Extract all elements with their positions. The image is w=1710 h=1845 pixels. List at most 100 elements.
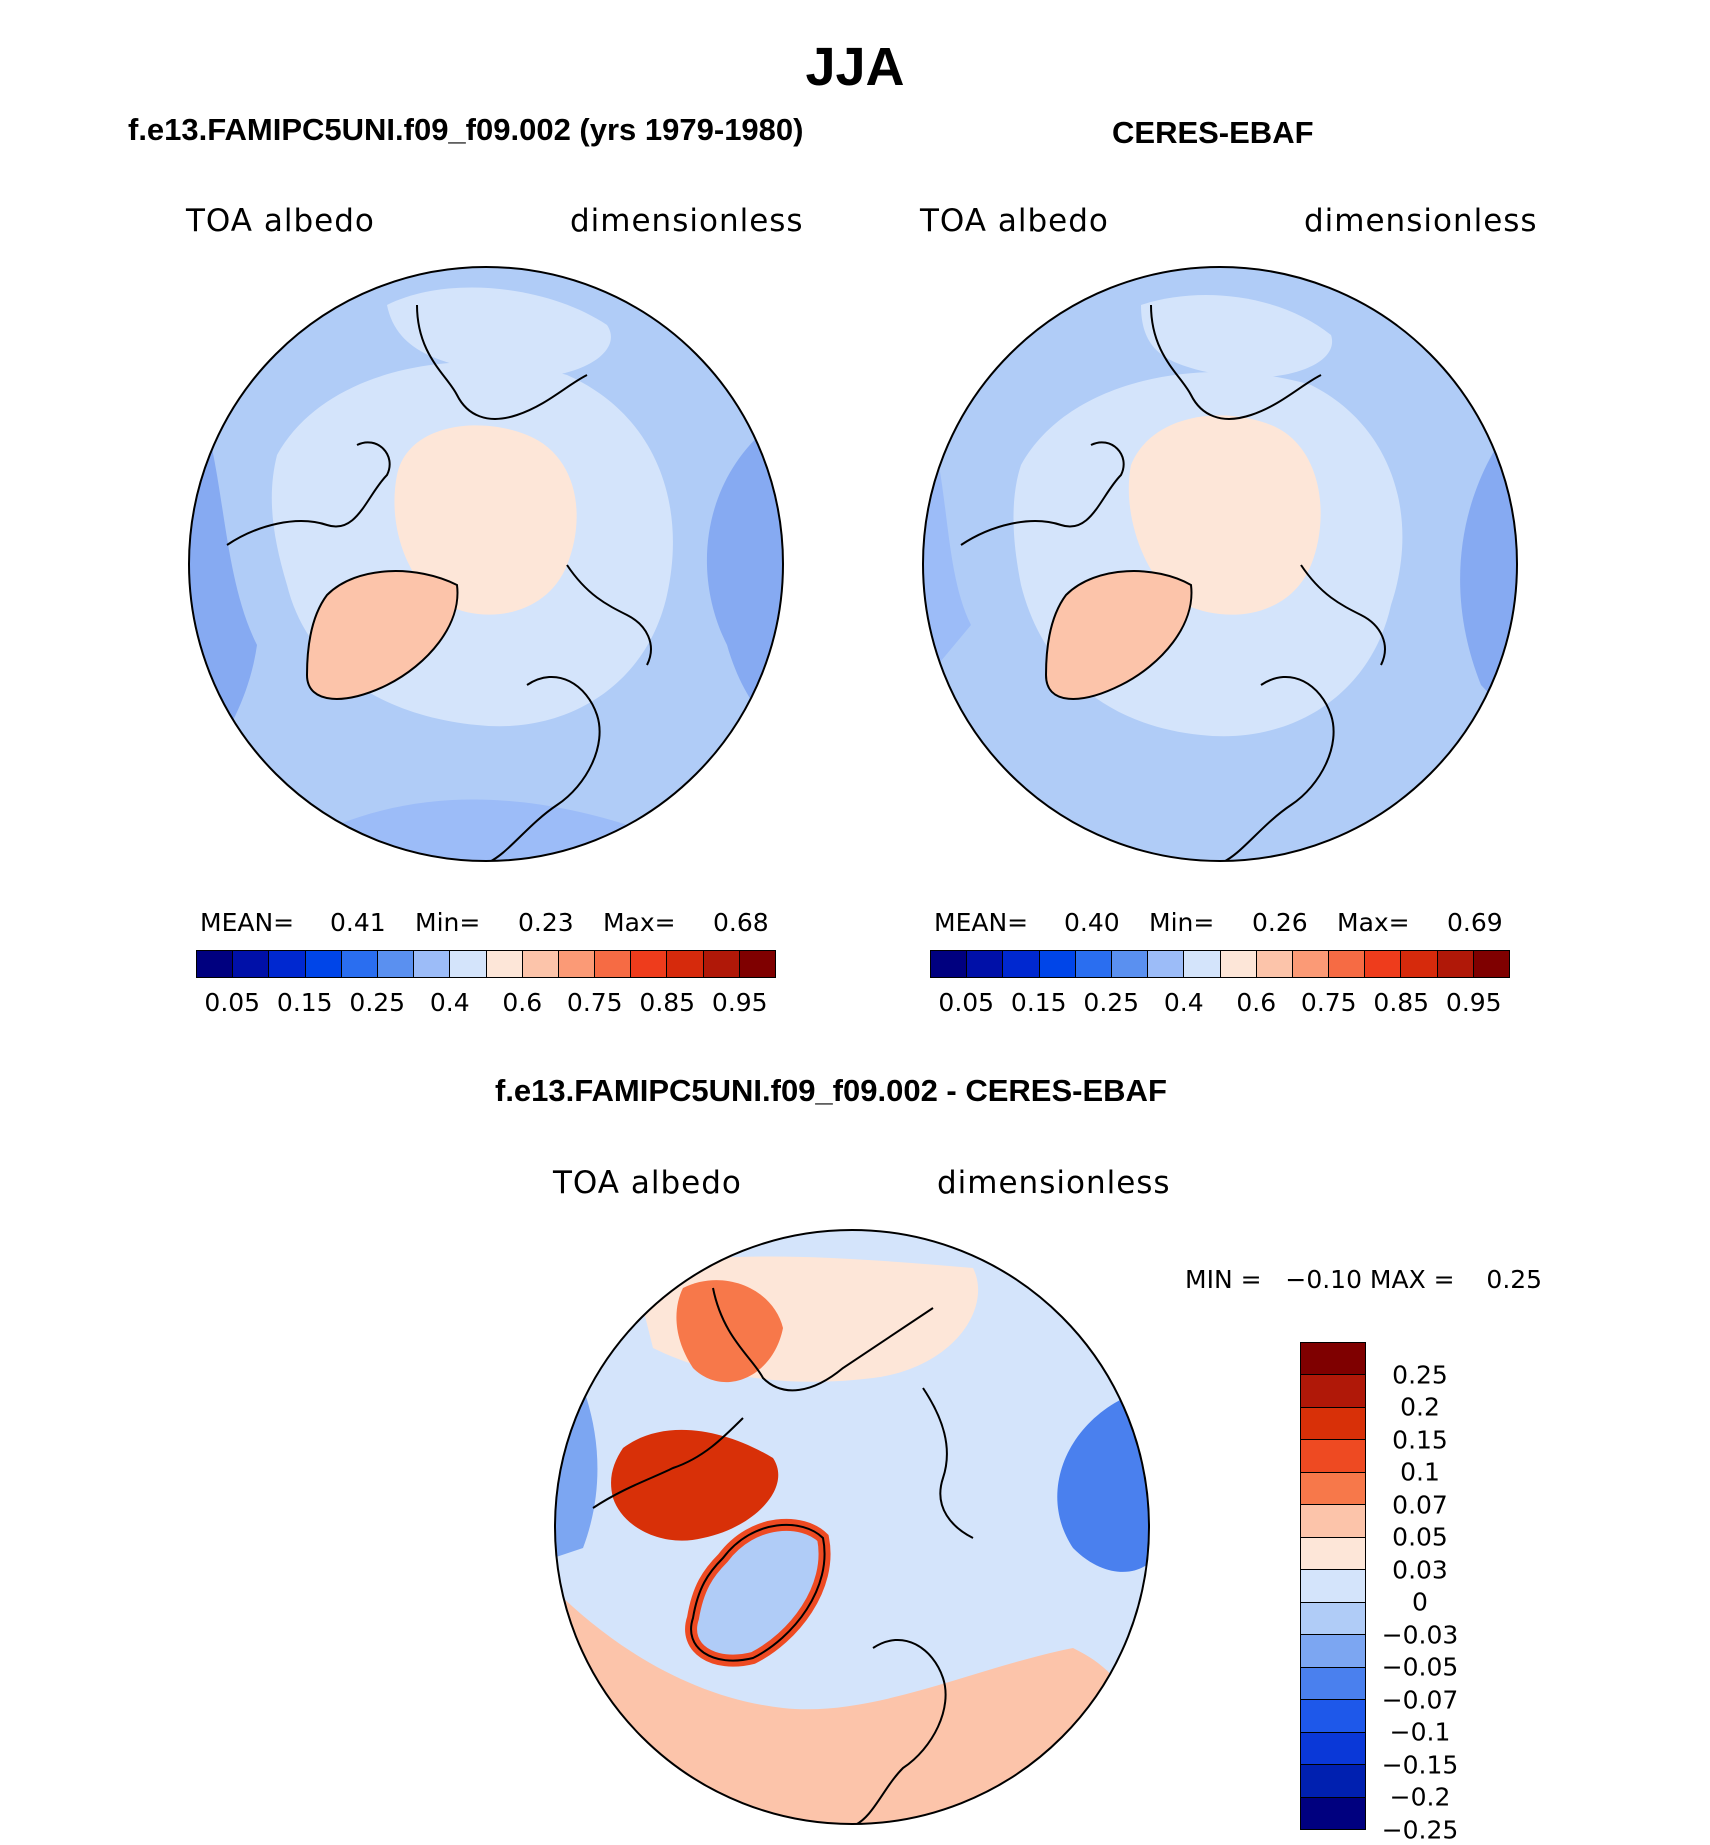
model-mean-value: 0.41 <box>330 908 386 937</box>
model-greenland <box>307 571 458 699</box>
obs-colorbar-cell-4 <box>1075 951 1112 977</box>
obs-variable-label: TOA albedo <box>920 203 1109 239</box>
obs-siberia-light <box>1141 295 1333 378</box>
obs-colorbar-cell-13 <box>1401 951 1438 977</box>
diff-colorbar-tick: −0.03 <box>1381 1620 1459 1650</box>
model-colorbar-cell-11 <box>595 951 632 977</box>
model-coastline-3 <box>226 441 391 546</box>
obs-colorbar-cell-11 <box>1329 951 1366 977</box>
model-variable-label: TOA albedo <box>186 203 375 239</box>
obs-mean-label: MEAN= <box>934 908 1029 937</box>
obs-coastline-1 <box>1150 304 1322 420</box>
diff-coastline-5 <box>922 1387 974 1539</box>
obs-colorbar-cell-12 <box>1365 951 1402 977</box>
model-colorbar-tick: 0.75 <box>566 988 623 1017</box>
obs-colorbar-tick: 0.25 <box>1083 988 1140 1017</box>
diff-units-label: dimensionless <box>937 1165 1171 1201</box>
model-colorbar-tick: 0.15 <box>276 988 333 1017</box>
diff-colorbar-cell-8 <box>1301 1602 1365 1636</box>
obs-colorbar-tick: 0.15 <box>1010 988 1067 1017</box>
model-colorbar-tick: 0.4 <box>429 988 470 1017</box>
obs-units-label: dimensionless <box>1304 203 1538 239</box>
diff-colorbar-tick: −0.05 <box>1381 1652 1459 1682</box>
model-max-label: Max= <box>603 908 676 937</box>
model-colorbar-cell-13 <box>667 951 704 977</box>
diff-coastline-3 <box>592 1417 744 1509</box>
diff-colorbar-cell-14 <box>1301 1797 1365 1830</box>
obs-colorbar-cell-15 <box>1473 951 1509 977</box>
obs-colorbar-cell-3 <box>1039 951 1076 977</box>
model-panel-title: f.e13.FAMIPC5UNI.f09_f09.002 (yrs 1979-1… <box>128 112 804 147</box>
obs-panel-title: CERES-EBAF <box>1112 115 1314 150</box>
diff-colorbar-cell-9 <box>1301 1635 1365 1668</box>
diff-colorbar-cell-0 <box>1301 1343 1365 1376</box>
model-units-label: dimensionless <box>570 203 804 239</box>
obs-colorbar-tick: 0.85 <box>1373 988 1430 1017</box>
diff-colorbar-tick: 0.15 <box>1392 1425 1448 1455</box>
diff-colorbar-cell-13 <box>1301 1765 1365 1798</box>
diff-colorbar <box>1300 1342 1366 1830</box>
model-colorbar-cell-2 <box>269 951 306 977</box>
figure-title: JJA <box>805 37 905 97</box>
diff-colorbar-tick: 0.07 <box>1392 1490 1448 1520</box>
model-colorbar-tick: 0.95 <box>711 988 768 1017</box>
diff-colorbar-cell-3 <box>1301 1440 1365 1473</box>
diff-coastline-4 <box>852 1638 947 1824</box>
model-colorbar-cell-9 <box>522 951 559 977</box>
obs-colorbar-cell-2 <box>1003 951 1040 977</box>
diff-colorbar-tick: −0.2 <box>1389 1782 1451 1812</box>
diff-south-positive <box>555 1588 1149 1824</box>
obs-colorbar-cell-8 <box>1220 951 1257 977</box>
diff-colorbar-tick: −0.25 <box>1381 1815 1459 1845</box>
obs-min-label: Min= <box>1149 908 1215 937</box>
model-arctic-ice <box>394 425 577 615</box>
obs-mean-value: 0.40 <box>1064 908 1120 937</box>
model-colorbar-cell-12 <box>631 951 668 977</box>
model-colorbar-tick: 0.05 <box>204 988 261 1017</box>
model-mean-label: MEAN= <box>200 908 295 937</box>
obs-colorbar-tick: 0.95 <box>1445 988 1502 1017</box>
diff-colorbar-tick: 0.03 <box>1392 1555 1448 1585</box>
diff-colorbar-cell-10 <box>1301 1667 1365 1701</box>
model-colorbar-cell-15 <box>739 951 775 977</box>
obs-greenland <box>1046 571 1192 699</box>
model-coastline-2 <box>305 570 459 700</box>
obs-colorbar-tick: 0.75 <box>1300 988 1357 1017</box>
diff-coastline-1 <box>690 1523 826 1662</box>
diff-colorbar-tick: 0 <box>1412 1587 1428 1617</box>
obs-colorbar-cell-5 <box>1111 951 1149 977</box>
model-colorbar <box>196 950 776 978</box>
diff-colorbar-cell-4 <box>1301 1472 1365 1506</box>
obs-colorbar <box>930 950 1510 978</box>
diff-variable-label: TOA albedo <box>553 1165 742 1201</box>
obs-colorbar-cell-9 <box>1256 951 1293 977</box>
diff-coastline-2 <box>712 1287 934 1392</box>
obs-colorbar-cell-0 <box>931 951 968 977</box>
model-colorbar-cell-1 <box>233 951 270 977</box>
obs-max-label: Max= <box>1337 908 1410 937</box>
diff-colorbar-tick: 0.05 <box>1392 1522 1448 1552</box>
obs-colorbar-cell-1 <box>967 951 1004 977</box>
model-min-label: Min= <box>415 908 481 937</box>
obs-coastline-3 <box>960 441 1125 546</box>
obs-max-value: 0.69 <box>1447 908 1503 937</box>
obs-colorbar-tick: 0.6 <box>1236 988 1277 1017</box>
obs-colorbar-cell-10 <box>1292 951 1330 977</box>
diff-colorbar-cell-12 <box>1301 1732 1365 1766</box>
model-coastline-1 <box>416 304 588 420</box>
model-colorbar-cell-6 <box>414 951 451 977</box>
obs-coastline-5 <box>1300 564 1386 666</box>
model-colorbar-cell-0 <box>197 951 234 977</box>
model-colorbar-cell-5 <box>377 951 415 977</box>
diff-colorbar-cell-11 <box>1301 1700 1365 1733</box>
model-min-value: 0.23 <box>518 908 574 937</box>
obs-colorbar-cell-6 <box>1148 951 1185 977</box>
obs-colorbar-tick: 0.05 <box>938 988 995 1017</box>
model-coastline-5 <box>566 564 652 666</box>
model-colorbar-tick: 0.25 <box>349 988 406 1017</box>
diff-colorbar-tick: −0.07 <box>1381 1685 1459 1715</box>
model-coastline-4 <box>486 675 601 861</box>
model-colorbar-tick: 0.6 <box>502 988 543 1017</box>
obs-coastline-2 <box>1044 570 1193 700</box>
obs-arctic-ice <box>1128 415 1321 615</box>
